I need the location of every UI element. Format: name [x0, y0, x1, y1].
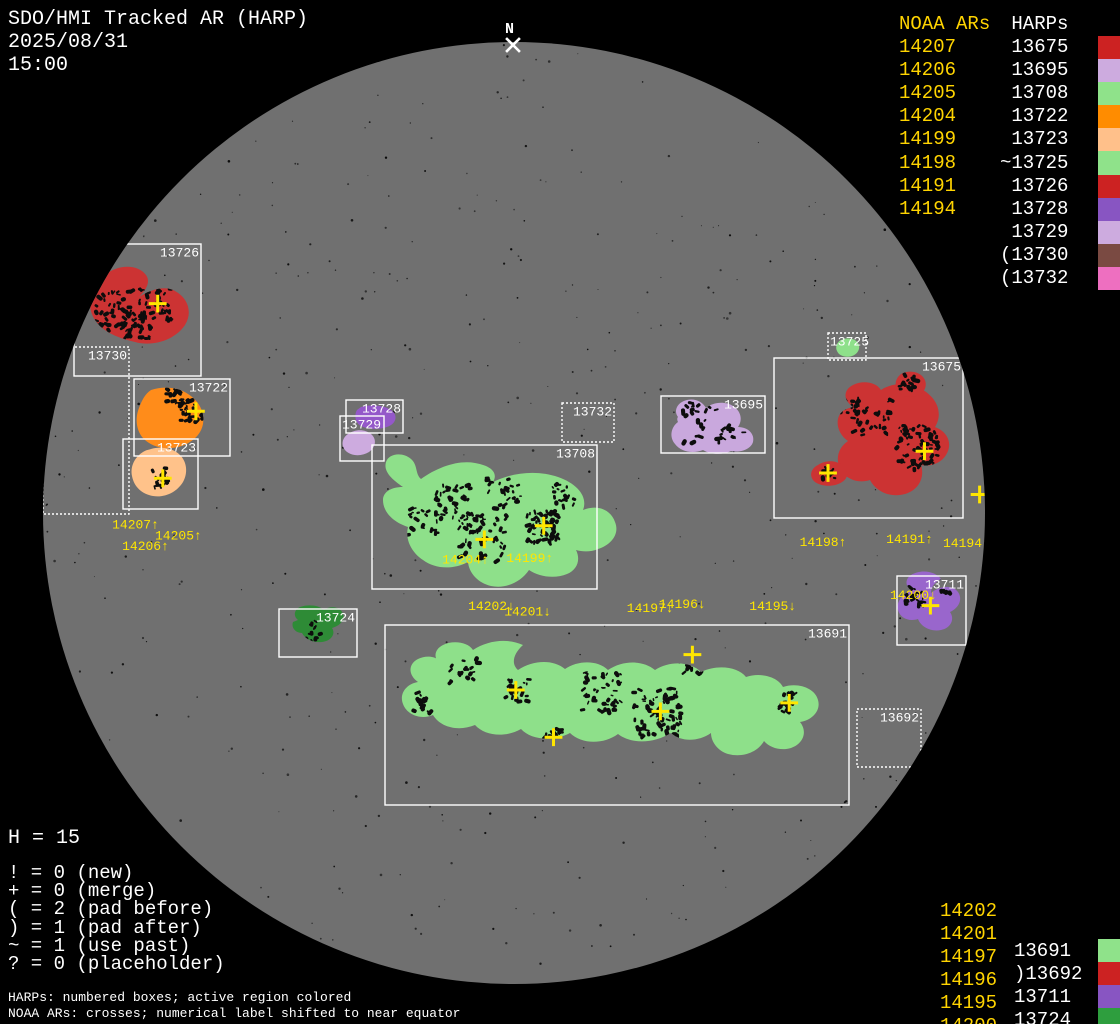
svg-text:14206↑: 14206↑ [122, 539, 169, 554]
svg-text:13722: 13722 [189, 381, 228, 396]
svg-text:13723: 13723 [157, 441, 196, 456]
svg-text:14199↑: 14199↑ [506, 551, 553, 566]
svg-text:14194↑: 14194↑ [943, 536, 985, 551]
svg-text:13724: 13724 [316, 611, 355, 626]
svg-text:13728: 13728 [362, 402, 401, 417]
svg-text:14198↑: 14198↑ [800, 535, 847, 550]
svg-text:13692: 13692 [880, 711, 919, 726]
svg-text:13726: 13726 [160, 246, 199, 261]
svg-text:14201↓: 14201↓ [504, 604, 551, 619]
svg-text:13732: 13732 [573, 405, 612, 420]
svg-text:14195↓: 14195↓ [749, 599, 796, 614]
svg-text:14204↑: 14204↑ [442, 553, 489, 568]
svg-text:13729: 13729 [342, 418, 381, 433]
svg-text:13730: 13730 [88, 349, 127, 364]
svg-text:13725: 13725 [830, 335, 869, 350]
svg-text:13691: 13691 [808, 627, 847, 642]
svg-text:14207↑: 14207↑ [112, 518, 159, 533]
svg-text:13675: 13675 [922, 360, 961, 375]
svg-text:13708: 13708 [556, 447, 595, 462]
svg-text:14196↓: 14196↓ [659, 597, 706, 612]
svg-text:13695: 13695 [724, 398, 763, 413]
svg-text:14200↓: 14200↓ [890, 588, 937, 603]
svg-text:14191↑: 14191↑ [886, 532, 933, 547]
